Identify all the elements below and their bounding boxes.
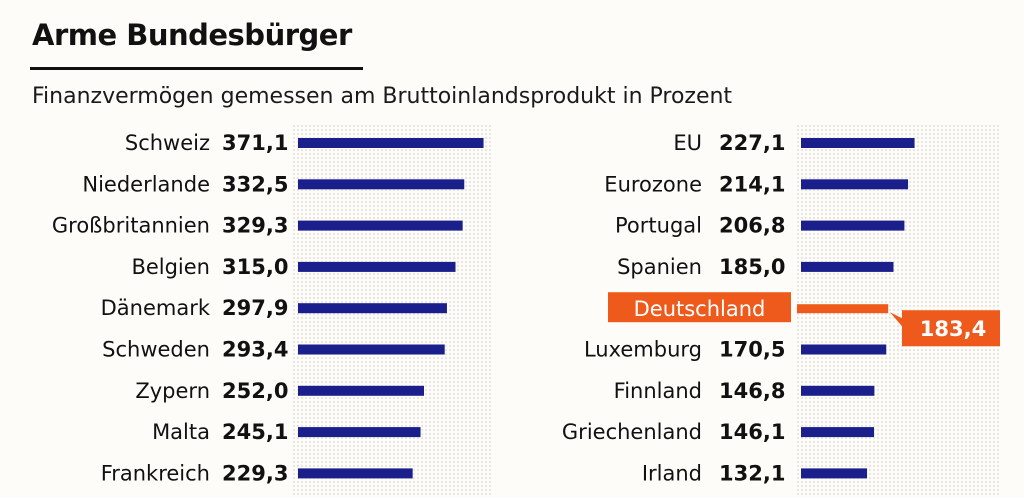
highlight-label-box — [608, 292, 791, 323]
bar — [801, 220, 905, 231]
bar-category-label: Dänemark — [101, 296, 211, 320]
bar — [801, 468, 868, 479]
bar-value-label: 183,4 — [920, 317, 986, 341]
bar — [298, 138, 484, 148]
bar — [298, 468, 413, 479]
bar-category-label: Niederlande — [82, 172, 210, 196]
value-callout — [890, 310, 1000, 347]
bar-category-label: Schweden — [102, 338, 210, 362]
bar-value-label: 329,3 — [222, 214, 288, 238]
bar-category-label: Eurozone — [604, 172, 702, 196]
bar-value-label: 132,1 — [719, 461, 785, 485]
bar-value-label: 332,5 — [222, 172, 288, 196]
bar — [801, 385, 875, 396]
bar-category-label: Irland — [642, 461, 702, 485]
bar — [298, 303, 447, 314]
bar-category-label: Malta — [152, 420, 210, 444]
bar-value-label: 371,1 — [222, 131, 288, 155]
bar-category-label: Finnland — [614, 379, 702, 403]
bar-value-label: 206,8 — [719, 214, 785, 238]
bar — [298, 385, 424, 396]
bar-value-label: 293,4 — [222, 338, 288, 362]
bar — [801, 344, 887, 355]
bar-value-label: 245,1 — [222, 420, 288, 444]
bar-value-label: 146,1 — [719, 420, 785, 444]
bar — [298, 261, 456, 272]
bar-category-label: Griechenland — [562, 420, 702, 444]
bar-category-label: Zypern — [135, 379, 210, 403]
bar-value-label: 146,8 — [719, 379, 785, 403]
bar-category-label: Spanien — [617, 255, 702, 279]
bar — [298, 179, 465, 190]
bar-value-label: 214,1 — [719, 172, 785, 196]
bar-value-label: 315,0 — [222, 255, 288, 279]
bar-value-label: 170,5 — [719, 338, 785, 362]
chart-title: Arme Bundesbürger — [32, 18, 352, 52]
bar-category-label: Portugal — [615, 214, 702, 238]
bar — [797, 304, 889, 314]
bar-category-label: Luxemburg — [584, 338, 702, 362]
bar-value-label: 297,9 — [222, 296, 288, 320]
bar — [298, 220, 463, 231]
bar-category-label: EU — [673, 131, 702, 155]
bar-category-label: Deutschland — [634, 297, 766, 321]
bar-value-label: 185,0 — [719, 255, 785, 279]
bar-category-label: Großbritannien — [52, 214, 210, 238]
bar — [801, 261, 894, 272]
bar-value-label: 227,1 — [719, 131, 785, 155]
bar-category-label: Frankreich — [101, 461, 210, 485]
title-underline — [30, 67, 363, 70]
bar — [801, 179, 909, 190]
bar — [298, 427, 421, 438]
bar-category-label: Schweiz — [125, 131, 210, 155]
bar — [801, 138, 915, 148]
bar — [298, 344, 445, 355]
bar-value-label: 229,3 — [222, 461, 288, 485]
bar-value-label: 252,0 — [222, 379, 288, 403]
bar-category-label: Belgien — [131, 255, 210, 279]
bar — [801, 427, 875, 438]
chart-subtitle: Finanzvermögen gemessen am Bruttoinlands… — [32, 84, 733, 109]
